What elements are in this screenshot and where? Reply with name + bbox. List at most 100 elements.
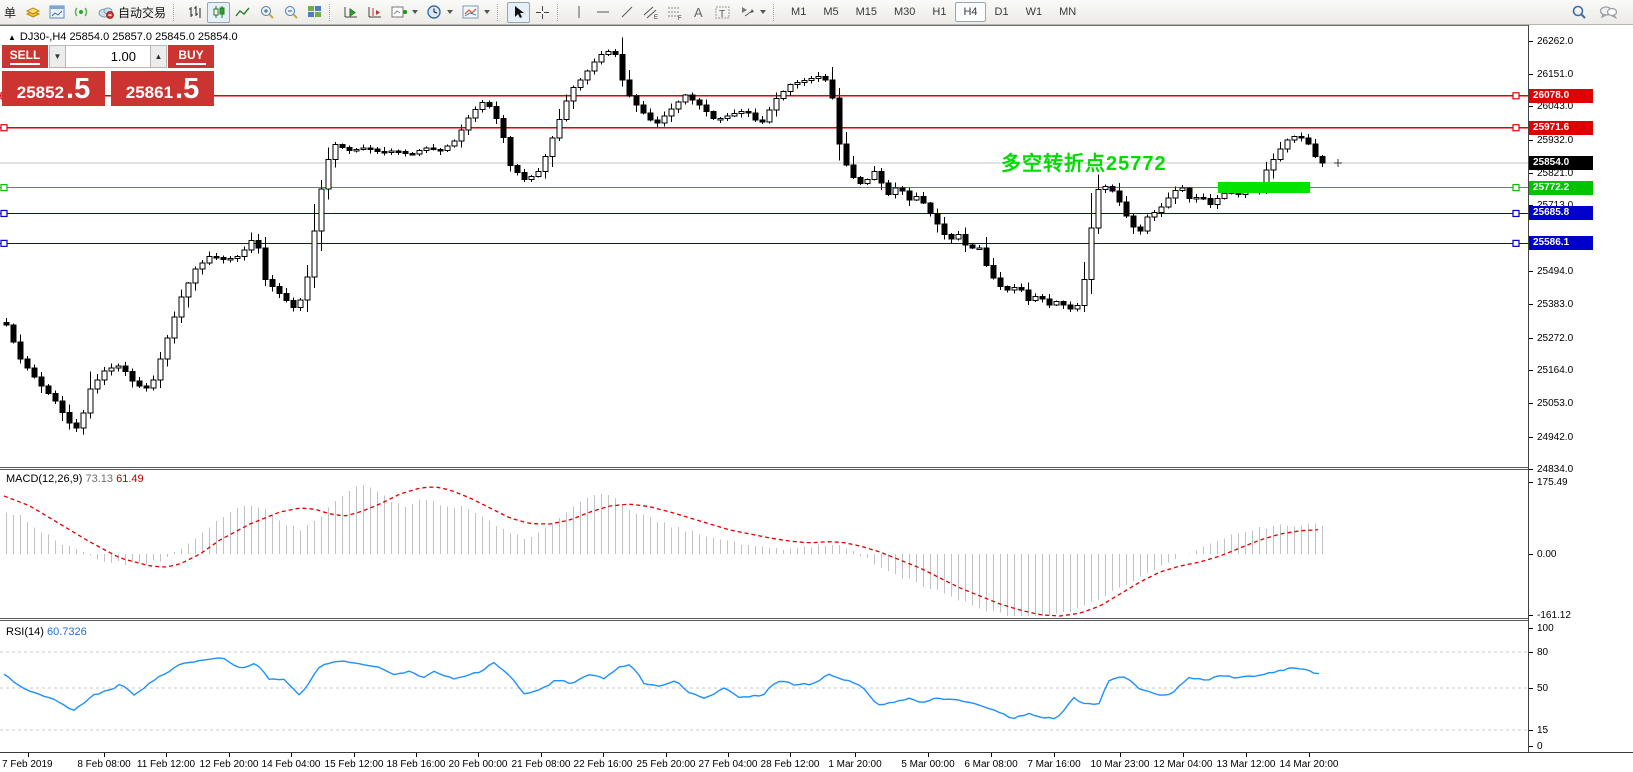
toolbar-separator — [173, 3, 180, 21]
timeframe-M15[interactable]: M15 — [855, 6, 877, 18]
buy-button[interactable]: BUY — [168, 45, 214, 68]
level-price-label: 25772.2 — [1529, 180, 1593, 195]
sell-button[interactable]: SELL — [2, 45, 48, 68]
chart-top-border — [0, 25, 1633, 26]
channel-tool-icon[interactable]: E — [639, 2, 662, 23]
chart-title-text: DJ30-,H4 25854.0 25857.0 25845.0 25854.0 — [19, 31, 238, 43]
rsi-label: RSI(14) 60.7326 — [6, 626, 87, 638]
shapes-tool-button[interactable] — [735, 2, 770, 23]
time-axis[interactable]: 7 Feb 2019 8 Feb 08:00 11 Feb 12:00 12 Feb … — [0, 752, 1633, 772]
chart-title: ▲ DJ30-,H4 25854.0 25857.0 25845.0 25854.… — [8, 31, 238, 43]
timeframe-H1[interactable]: H1 — [932, 6, 947, 18]
level-price-label: 25586.1 — [1529, 236, 1593, 251]
timeframe-H4[interactable]: H4 — [955, 2, 986, 22]
time-label: 6 Mar 08:00 — [964, 759, 1018, 770]
timeframe-M1[interactable]: M1 — [791, 6, 807, 18]
time-label: 14 Feb 04:00 — [261, 759, 321, 770]
macd-pane[interactable] — [0, 470, 1528, 618]
macd-main-value: 73.13 — [85, 473, 114, 485]
sell-price[interactable]: 25852.5 — [2, 71, 105, 106]
time-label: 7 Mar 16:00 — [1027, 759, 1081, 770]
timeframe-M5[interactable]: M5 — [823, 6, 839, 18]
tile-windows-icon[interactable] — [303, 2, 326, 23]
svg-text:A: A — [694, 5, 703, 19]
axis-tick: 24834.0 — [1529, 464, 1633, 475]
timeframe-W1[interactable]: W1 — [1025, 6, 1043, 18]
zoom-out-icon[interactable] — [279, 2, 302, 23]
timeframe-M30[interactable]: M30 — [894, 6, 916, 18]
level-price-label: 26078.0 — [1529, 88, 1593, 103]
fibonacci-tool-icon[interactable]: F — [663, 2, 686, 23]
period-menu-button[interactable] — [423, 2, 457, 23]
volume-input[interactable]: 1.00 — [66, 45, 150, 68]
time-label: 14 Mar 20:00 — [1279, 759, 1339, 770]
zoom-in-icon[interactable] — [255, 2, 278, 23]
autotrading-button[interactable]: 自动交易 — [93, 2, 170, 23]
volume-decrease-button[interactable]: ▼ — [49, 45, 66, 68]
level-price-label: 25971.6 — [1529, 120, 1593, 135]
toolbar-separator — [329, 3, 336, 21]
bar-chart-mode-icon[interactable] — [183, 2, 206, 23]
label-tool-icon[interactable]: T — [711, 2, 734, 23]
time-label: 1 Mar 20:00 — [828, 759, 882, 770]
toolbar: 单 自动交易 E F A T M1 M5 M15 — [0, 0, 1633, 25]
axis-tick: 26043.0 — [1529, 101, 1633, 112]
autotrading-cloud-icon — [98, 7, 114, 19]
toolbar-separator — [497, 3, 504, 21]
signals-icon[interactable] — [69, 2, 92, 23]
collapse-panel-icon[interactable]: ▲ — [8, 33, 16, 42]
macd-label: MACD(12,26,9) 73.13 61.49 — [6, 473, 144, 485]
time-label: 12 Mar 04:00 — [1153, 759, 1213, 770]
price-axis[interactable]: 26262.0 26151.0 26043.0 25932.0 25821.0 25713… — [1528, 25, 1633, 752]
cursor-tool-icon[interactable] — [507, 1, 531, 23]
new-chart-button[interactable] — [387, 2, 422, 23]
axis-tick: 24942.0 — [1529, 432, 1633, 443]
axis-tick: 26262.0 — [1529, 36, 1633, 47]
rsi-pane[interactable] — [0, 621, 1528, 751]
chart-shift-icon[interactable] — [363, 2, 386, 23]
time-label: 20 Feb 00:00 — [448, 759, 508, 770]
time-label: 18 Feb 16:00 — [386, 759, 446, 770]
axis-tick: 25272.0 — [1529, 333, 1633, 344]
timeframe-D1[interactable]: D1 — [994, 6, 1009, 18]
rsi-value: 60.7326 — [46, 626, 87, 638]
horizontal-line-tool-icon[interactable] — [591, 2, 614, 23]
time-label: 27 Feb 04:00 — [698, 759, 758, 770]
time-label: 28 Feb 12:00 — [760, 759, 820, 770]
market-watch-icon[interactable] — [21, 2, 44, 23]
chart-window-icon[interactable] — [45, 2, 68, 23]
current-price-label: 25854.0 — [1529, 156, 1593, 170]
trendline-tool-icon[interactable] — [615, 2, 638, 23]
new-order-button[interactable]: 单 — [4, 5, 17, 20]
text-tool-icon[interactable]: A — [687, 2, 710, 23]
axis-tick: 25713.0 — [1529, 200, 1633, 211]
auto-scroll-icon[interactable] — [339, 2, 362, 23]
volume-increase-button[interactable]: ▲ — [150, 45, 167, 68]
candlestick-mode-icon[interactable] — [207, 1, 231, 23]
axis-tick: 25821.0 — [1529, 168, 1633, 179]
time-label: 13 Mar 12:00 — [1216, 759, 1276, 770]
main-chart[interactable] — [0, 25, 1528, 467]
axis-tick: 175.49 — [1529, 477, 1633, 488]
line-chart-mode-icon[interactable] — [231, 2, 254, 23]
axis-tick: 0 — [1529, 741, 1633, 752]
time-label: 22 Feb 16:00 — [573, 759, 633, 770]
time-label: 25 Feb 20:00 — [636, 759, 696, 770]
svg-text:E: E — [654, 15, 658, 20]
templates-button[interactable] — [458, 2, 494, 23]
search-icon[interactable] — [1567, 2, 1590, 23]
timeframe-MN[interactable]: MN — [1059, 6, 1077, 18]
pane-splitter[interactable] — [0, 618, 1633, 621]
buy-price[interactable]: 25861.5 — [111, 71, 214, 106]
crosshair-tool-icon[interactable] — [531, 2, 554, 23]
chat-icon[interactable] — [1596, 2, 1619, 23]
level-price-label: 25685.8 — [1529, 206, 1593, 221]
axis-tick: 80 — [1529, 647, 1633, 658]
axis-tick: 26151.0 — [1529, 69, 1633, 80]
vertical-line-tool-icon[interactable] — [567, 2, 590, 23]
toolbar-separator — [773, 3, 780, 21]
axis-tick: -161.12 — [1529, 610, 1633, 621]
time-label: 7 Feb 2019 — [2, 759, 53, 770]
axis-tick: 25164.0 — [1529, 365, 1633, 376]
pane-splitter[interactable] — [0, 467, 1633, 470]
